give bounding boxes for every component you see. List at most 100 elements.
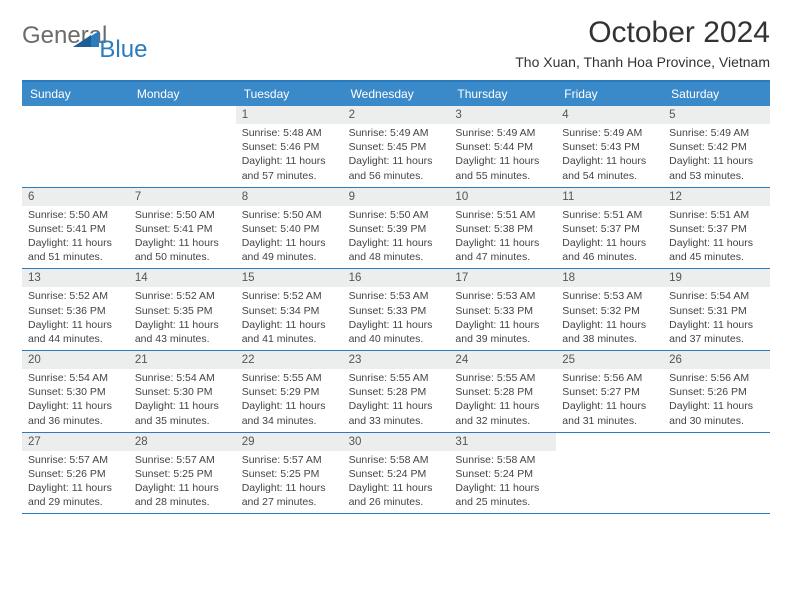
day-cell: 9Sunrise: 5:50 AMSunset: 5:39 PMDaylight… — [343, 188, 450, 269]
day-number: 2 — [343, 106, 450, 124]
day-number: 24 — [449, 351, 556, 369]
day-number: 10 — [449, 188, 556, 206]
sunrise-text: Sunrise: 5:56 AM — [669, 371, 764, 385]
sunrise-text: Sunrise: 5:52 AM — [28, 289, 123, 303]
day-number: 19 — [663, 269, 770, 287]
sunrise-text: Sunrise: 5:51 AM — [562, 208, 657, 222]
brand-text-blue: Blue — [99, 36, 147, 64]
day-details: Sunrise: 5:49 AMSunset: 5:43 PMDaylight:… — [556, 124, 663, 187]
day-details — [22, 124, 129, 130]
day-details — [129, 124, 236, 130]
day-number — [22, 106, 129, 124]
daylight-text: Daylight: 11 hours and 50 minutes. — [135, 236, 230, 264]
day-details: Sunrise: 5:49 AMSunset: 5:44 PMDaylight:… — [449, 124, 556, 187]
sunset-text: Sunset: 5:26 PM — [28, 467, 123, 481]
daylight-text: Daylight: 11 hours and 34 minutes. — [242, 399, 337, 427]
sunrise-text: Sunrise: 5:51 AM — [669, 208, 764, 222]
day-details — [556, 451, 663, 457]
daylight-text: Daylight: 11 hours and 33 minutes. — [349, 399, 444, 427]
daylight-text: Daylight: 11 hours and 35 minutes. — [135, 399, 230, 427]
daylight-text: Daylight: 11 hours and 30 minutes. — [669, 399, 764, 427]
sunset-text: Sunset: 5:42 PM — [669, 140, 764, 154]
sunrise-text: Sunrise: 5:52 AM — [242, 289, 337, 303]
sunset-text: Sunset: 5:46 PM — [242, 140, 337, 154]
sunrise-text: Sunrise: 5:51 AM — [455, 208, 550, 222]
sunset-text: Sunset: 5:35 PM — [135, 304, 230, 318]
sunset-text: Sunset: 5:31 PM — [669, 304, 764, 318]
brand-logo: General Blue — [22, 22, 185, 50]
daylight-text: Daylight: 11 hours and 49 minutes. — [242, 236, 337, 264]
sunset-text: Sunset: 5:34 PM — [242, 304, 337, 318]
day-details: Sunrise: 5:55 AMSunset: 5:29 PMDaylight:… — [236, 369, 343, 432]
sunset-text: Sunset: 5:28 PM — [349, 385, 444, 399]
day-number — [556, 433, 663, 451]
sunrise-text: Sunrise: 5:57 AM — [28, 453, 123, 467]
sunrise-text: Sunrise: 5:55 AM — [455, 371, 550, 385]
week-row: 1Sunrise: 5:48 AMSunset: 5:46 PMDaylight… — [22, 106, 770, 188]
week-row: 27Sunrise: 5:57 AMSunset: 5:26 PMDayligh… — [22, 433, 770, 515]
day-cell: 29Sunrise: 5:57 AMSunset: 5:25 PMDayligh… — [236, 433, 343, 514]
day-details: Sunrise: 5:57 AMSunset: 5:25 PMDaylight:… — [129, 451, 236, 514]
day-number: 29 — [236, 433, 343, 451]
day-number: 18 — [556, 269, 663, 287]
day-cell: 11Sunrise: 5:51 AMSunset: 5:37 PMDayligh… — [556, 188, 663, 269]
day-details: Sunrise: 5:49 AMSunset: 5:42 PMDaylight:… — [663, 124, 770, 187]
day-cell: 21Sunrise: 5:54 AMSunset: 5:30 PMDayligh… — [129, 351, 236, 432]
dow-wednesday: Wednesday — [343, 82, 450, 106]
sunset-text: Sunset: 5:33 PM — [455, 304, 550, 318]
day-number — [663, 433, 770, 451]
daylight-text: Daylight: 11 hours and 29 minutes. — [28, 481, 123, 509]
day-cell: 8Sunrise: 5:50 AMSunset: 5:40 PMDaylight… — [236, 188, 343, 269]
sunrise-text: Sunrise: 5:53 AM — [349, 289, 444, 303]
day-number: 27 — [22, 433, 129, 451]
sunrise-text: Sunrise: 5:57 AM — [135, 453, 230, 467]
day-cell: 16Sunrise: 5:53 AMSunset: 5:33 PMDayligh… — [343, 269, 450, 350]
sunset-text: Sunset: 5:43 PM — [562, 140, 657, 154]
dow-sunday: Sunday — [22, 82, 129, 106]
day-details: Sunrise: 5:51 AMSunset: 5:37 PMDaylight:… — [663, 206, 770, 269]
daylight-text: Daylight: 11 hours and 48 minutes. — [349, 236, 444, 264]
day-cell: 13Sunrise: 5:52 AMSunset: 5:36 PMDayligh… — [22, 269, 129, 350]
sunset-text: Sunset: 5:30 PM — [28, 385, 123, 399]
day-details: Sunrise: 5:58 AMSunset: 5:24 PMDaylight:… — [449, 451, 556, 514]
sunset-text: Sunset: 5:29 PM — [242, 385, 337, 399]
day-number: 22 — [236, 351, 343, 369]
day-cell: 24Sunrise: 5:55 AMSunset: 5:28 PMDayligh… — [449, 351, 556, 432]
day-cell: 25Sunrise: 5:56 AMSunset: 5:27 PMDayligh… — [556, 351, 663, 432]
sunset-text: Sunset: 5:44 PM — [455, 140, 550, 154]
day-cell — [22, 106, 129, 187]
sunrise-text: Sunrise: 5:56 AM — [562, 371, 657, 385]
day-details: Sunrise: 5:54 AMSunset: 5:31 PMDaylight:… — [663, 287, 770, 350]
day-number: 25 — [556, 351, 663, 369]
sunrise-text: Sunrise: 5:53 AM — [455, 289, 550, 303]
day-details: Sunrise: 5:52 AMSunset: 5:35 PMDaylight:… — [129, 287, 236, 350]
day-number: 14 — [129, 269, 236, 287]
week-row: 13Sunrise: 5:52 AMSunset: 5:36 PMDayligh… — [22, 269, 770, 351]
day-number: 11 — [556, 188, 663, 206]
day-details: Sunrise: 5:56 AMSunset: 5:27 PMDaylight:… — [556, 369, 663, 432]
sunrise-text: Sunrise: 5:50 AM — [242, 208, 337, 222]
sunset-text: Sunset: 5:45 PM — [349, 140, 444, 154]
day-cell — [129, 106, 236, 187]
sunset-text: Sunset: 5:33 PM — [349, 304, 444, 318]
day-details: Sunrise: 5:50 AMSunset: 5:41 PMDaylight:… — [129, 206, 236, 269]
daylight-text: Daylight: 11 hours and 26 minutes. — [349, 481, 444, 509]
day-details: Sunrise: 5:55 AMSunset: 5:28 PMDaylight:… — [449, 369, 556, 432]
day-cell: 5Sunrise: 5:49 AMSunset: 5:42 PMDaylight… — [663, 106, 770, 187]
day-cell: 31Sunrise: 5:58 AMSunset: 5:24 PMDayligh… — [449, 433, 556, 514]
daylight-text: Daylight: 11 hours and 54 minutes. — [562, 154, 657, 182]
day-number: 5 — [663, 106, 770, 124]
daylight-text: Daylight: 11 hours and 45 minutes. — [669, 236, 764, 264]
sunset-text: Sunset: 5:24 PM — [349, 467, 444, 481]
daylight-text: Daylight: 11 hours and 56 minutes. — [349, 154, 444, 182]
daylight-text: Daylight: 11 hours and 39 minutes. — [455, 318, 550, 346]
sunset-text: Sunset: 5:27 PM — [562, 385, 657, 399]
day-cell: 1Sunrise: 5:48 AMSunset: 5:46 PMDaylight… — [236, 106, 343, 187]
day-cell: 14Sunrise: 5:52 AMSunset: 5:35 PMDayligh… — [129, 269, 236, 350]
daylight-text: Daylight: 11 hours and 43 minutes. — [135, 318, 230, 346]
day-cell: 17Sunrise: 5:53 AMSunset: 5:33 PMDayligh… — [449, 269, 556, 350]
day-cell: 7Sunrise: 5:50 AMSunset: 5:41 PMDaylight… — [129, 188, 236, 269]
day-details: Sunrise: 5:53 AMSunset: 5:33 PMDaylight:… — [343, 287, 450, 350]
daylight-text: Daylight: 11 hours and 28 minutes. — [135, 481, 230, 509]
dow-monday: Monday — [129, 82, 236, 106]
